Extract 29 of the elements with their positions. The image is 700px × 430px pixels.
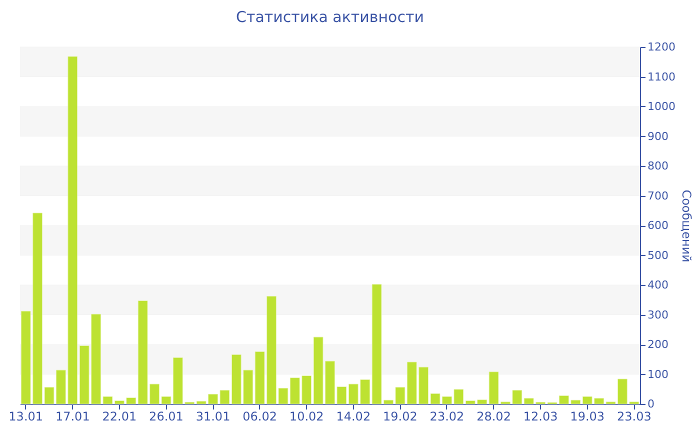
y-axis-title: Сообщений <box>679 190 694 262</box>
x-tick-label: 12.03 <box>523 410 558 424</box>
x-tick-label: 26.01 <box>149 410 184 424</box>
y-tick-label: 600 <box>648 219 668 232</box>
x-tick-label: 19.02 <box>383 410 418 424</box>
x-tick-label: 31.01 <box>196 410 230 424</box>
x-tick-label: 23.02 <box>430 410 464 424</box>
y-tick-label: 500 <box>648 248 668 262</box>
y-tick-label: 1200 <box>648 40 676 54</box>
x-tick-label: 17.01 <box>55 410 90 424</box>
y-tick-label: 300 <box>648 308 668 322</box>
y-tick-label: 800 <box>648 160 668 172</box>
y-tick-label: 900 <box>648 130 668 143</box>
y-tick-label: 700 <box>648 189 668 202</box>
y-tick-label: 1100 <box>648 70 676 84</box>
y-tick-label: 100 <box>648 368 668 381</box>
x-tick-label: 06.02 <box>242 410 277 424</box>
x-tick-label: 10.02 <box>289 410 324 424</box>
x-tick-label: 22.01 <box>102 410 137 424</box>
x-tick-label: 28.02 <box>476 410 511 424</box>
x-tick-label: 23.03 <box>616 410 652 424</box>
y-tick-label: 200 <box>648 338 668 351</box>
x-tick-label: 19.03 <box>570 410 605 424</box>
x-tick-label: 13.01 <box>8 410 44 424</box>
y-tick-label: 1000 <box>648 100 676 113</box>
x-tick-label: 14.02 <box>336 410 371 424</box>
y-tick-label: 0 <box>648 398 654 410</box>
y-tick-label: 400 <box>648 278 668 292</box>
chart-title: Статистика активности <box>236 8 424 26</box>
